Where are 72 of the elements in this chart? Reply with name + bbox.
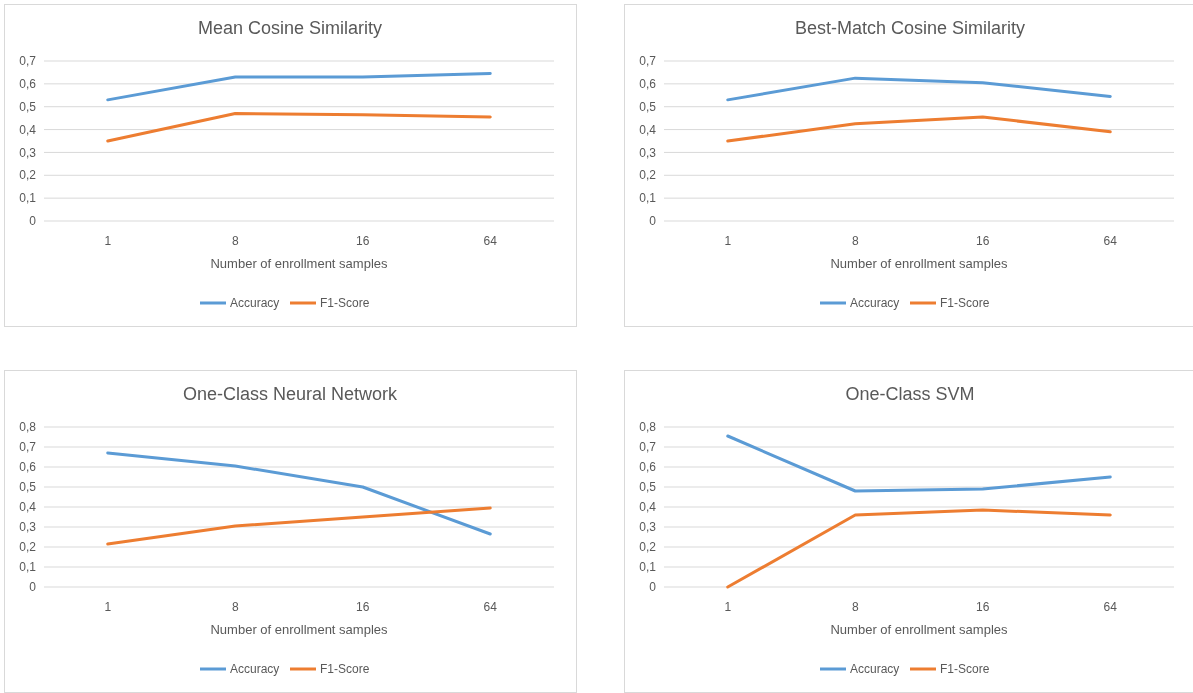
y-tick-label: 0 [29,214,37,229]
y-tick-label: 0 [29,580,37,595]
legend-label: F1-Score [320,296,370,311]
y-tick-label: 0,6 [19,77,37,92]
y-tick-label: 0,6 [639,77,657,92]
x-axis-title: Number of enrollment samples [830,622,1008,637]
legend-label: Accuracy [230,662,280,677]
y-tick-label: 0 [649,214,657,229]
y-tick-label: 0,5 [19,480,37,495]
legend-label: Accuracy [230,296,280,311]
x-tick-label: 64 [1103,600,1118,614]
y-tick-label: 0,2 [639,540,657,555]
y-tick-label: 0,6 [19,460,37,475]
legend-label: Accuracy [850,662,900,677]
legend-label: F1-Score [940,296,990,311]
chart-title: Best-Match Cosine Similarity [794,18,1026,38]
y-tick-label: 0,4 [19,122,37,137]
legend-label: Accuracy [850,296,900,311]
line-series [726,76,1112,102]
chart-title: Mean Cosine Similarity [197,18,383,38]
y-tick-label: 0,3 [639,145,657,160]
y-tick-label: 0,5 [639,99,657,114]
y-tick-label: 0,5 [639,480,657,495]
x-tick-label: 16 [356,234,370,248]
x-axis-title: Number of enrollment samples [210,622,388,637]
y-tick-label: 0 [649,580,657,595]
line-series [106,506,492,546]
y-tick-label: 0,3 [19,145,37,160]
line-series [726,434,1112,493]
y-tick-label: 0,7 [639,440,657,455]
x-tick-label: 8 [231,234,239,248]
y-tick-label: 0,1 [639,560,657,575]
y-tick-label: 0,7 [19,54,37,69]
x-axis-title: Number of enrollment samples [830,256,1008,271]
y-tick-label: 0,7 [639,54,657,69]
x-tick-label: 64 [1103,234,1118,248]
y-tick-label: 0,4 [19,500,37,515]
line-series [106,451,492,536]
x-tick-label: 64 [483,600,498,614]
x-tick-label: 1 [104,600,112,614]
line-series [106,112,492,143]
y-tick-label: 0,1 [19,191,37,206]
y-tick-label: 0,5 [19,99,37,114]
x-tick-label: 8 [851,600,859,614]
y-tick-label: 0,3 [639,520,657,535]
y-tick-label: 0,4 [639,122,657,137]
x-tick-label: 16 [356,600,370,614]
x-tick-label: 1 [724,234,732,248]
x-tick-label: 64 [483,234,498,248]
legend-label: F1-Score [940,662,990,677]
x-tick-label: 8 [851,234,859,248]
x-tick-label: 16 [976,600,990,614]
y-tick-label: 0,3 [19,520,37,535]
y-tick-label: 0,8 [639,420,657,435]
x-tick-label: 16 [976,234,990,248]
y-tick-label: 0,2 [19,540,37,555]
legend-label: F1-Score [320,662,370,677]
y-tick-label: 0,4 [639,500,657,515]
y-tick-label: 0,6 [639,460,657,475]
y-tick-label: 0,1 [639,191,657,206]
x-tick-label: 1 [104,234,112,248]
y-tick-label: 0,2 [639,168,657,183]
line-series [726,115,1112,143]
y-tick-label: 0,1 [19,560,37,575]
y-tick-label: 0,8 [19,420,37,435]
x-axis-title: Number of enrollment samples [210,256,388,271]
x-tick-label: 1 [724,600,732,614]
y-tick-label: 0,7 [19,440,37,455]
x-tick-label: 8 [231,600,239,614]
chart-title: One-Class SVM [845,384,975,404]
chart-title: One-Class Neural Network [182,384,399,404]
y-tick-label: 0,2 [19,168,37,183]
